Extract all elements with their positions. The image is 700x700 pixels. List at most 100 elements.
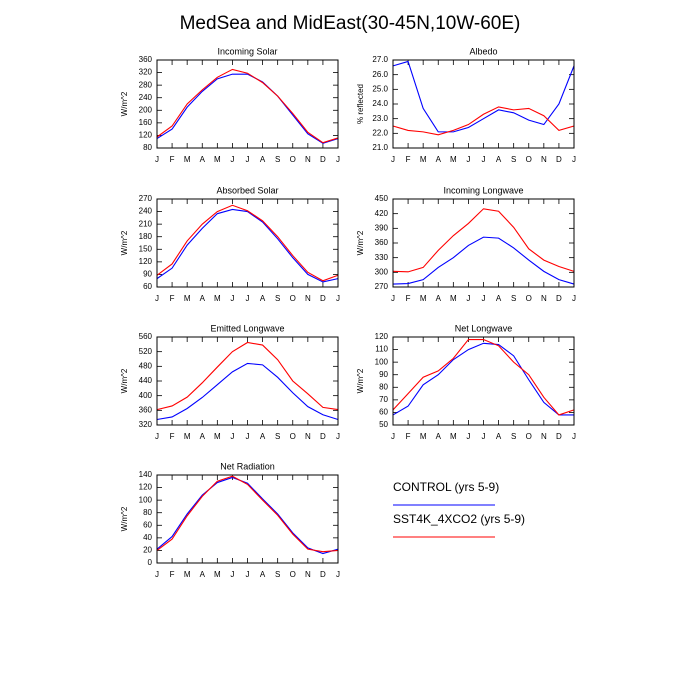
y-axis-label: % reflected (356, 84, 365, 124)
x-tick-label: J (482, 155, 486, 164)
x-tick-label: N (305, 432, 311, 441)
x-tick-label: J (230, 155, 234, 164)
x-tick-label: A (200, 432, 206, 441)
y-tick-label: 40 (143, 533, 152, 542)
x-tick-label: J (482, 294, 486, 303)
y-tick-label: 90 (379, 370, 388, 379)
x-tick-label: A (260, 155, 266, 164)
panel-title: Incoming Longwave (443, 185, 523, 195)
x-tick-label: J (391, 294, 395, 303)
x-tick-label: A (200, 155, 206, 164)
x-tick-label: M (420, 294, 427, 303)
x-tick-label: S (275, 432, 280, 441)
series-line (392, 236, 575, 285)
y-tick-label: 100 (375, 357, 389, 366)
x-tick-label: D (320, 294, 326, 303)
x-tick-label: J (391, 155, 395, 164)
x-tick-label: D (320, 155, 326, 164)
x-tick-label: M (214, 155, 221, 164)
plot-frame (392, 336, 575, 426)
y-tick-label: 120 (139, 131, 153, 140)
x-tick-label: A (260, 570, 266, 579)
x-tick-label: O (290, 570, 296, 579)
y-tick-label: 280 (139, 80, 153, 89)
x-tick-label: M (420, 432, 427, 441)
x-tick-label: J (482, 432, 486, 441)
plot-frame (156, 474, 339, 564)
legend-label: CONTROL (yrs 5-9) (393, 480, 499, 494)
x-tick-label: O (290, 294, 296, 303)
x-tick-label: J (246, 432, 250, 441)
y-tick-label: 390 (375, 223, 389, 232)
x-tick-label: O (290, 155, 296, 164)
x-tick-label: O (526, 155, 532, 164)
x-tick-label: N (541, 432, 547, 441)
y-tick-label: 100 (139, 495, 153, 504)
x-tick-label: S (511, 155, 516, 164)
series-line (156, 208, 339, 283)
x-tick-label: J (466, 155, 470, 164)
series-line (156, 476, 339, 555)
y-tick-label: 20 (143, 546, 152, 555)
x-tick-label: J (230, 432, 234, 441)
y-tick-label: 270 (139, 194, 153, 203)
x-tick-label: A (200, 570, 206, 579)
x-tick-label: D (556, 155, 562, 164)
x-tick-label: J (246, 294, 250, 303)
panel-title: Incoming Solar (217, 46, 277, 56)
x-tick-label: A (436, 294, 442, 303)
x-tick-label: J (336, 155, 340, 164)
series-line (392, 342, 574, 416)
x-tick-label: S (511, 432, 516, 441)
y-tick-label: 90 (143, 270, 152, 279)
x-tick-label: J (391, 432, 395, 441)
y-tick-label: 80 (143, 508, 152, 517)
x-tick-label: J (155, 155, 159, 164)
y-tick-label: 150 (139, 244, 153, 253)
y-tick-label: 270 (375, 282, 389, 291)
x-tick-label: M (420, 155, 427, 164)
y-tick-label: 330 (375, 253, 389, 262)
x-tick-label: M (214, 432, 221, 441)
x-tick-label: J (230, 294, 234, 303)
x-tick-label: J (336, 294, 340, 303)
y-tick-label: 120 (139, 483, 153, 492)
y-tick-label: 210 (139, 219, 153, 228)
y-axis-label: W/m^2 (356, 368, 365, 393)
x-tick-label: J (572, 432, 576, 441)
x-tick-label: J (572, 294, 576, 303)
x-tick-label: N (305, 294, 311, 303)
y-tick-label: 60 (379, 408, 388, 417)
x-tick-label: A (496, 432, 502, 441)
series-line (156, 341, 339, 411)
x-tick-label: N (541, 155, 547, 164)
y-axis-label: W/m^2 (120, 506, 129, 531)
y-tick-label: 300 (375, 267, 389, 276)
y-tick-label: 560 (139, 332, 153, 341)
series-line (156, 68, 339, 144)
x-tick-label: J (230, 570, 234, 579)
y-tick-label: 180 (139, 232, 153, 241)
plot-frame (156, 198, 339, 288)
plot-frame (156, 59, 339, 149)
x-tick-label: S (275, 570, 280, 579)
x-tick-label: O (526, 432, 532, 441)
x-tick-label: F (170, 570, 175, 579)
y-tick-label: 26.0 (372, 70, 388, 79)
x-tick-label: D (556, 294, 562, 303)
x-tick-label: F (170, 432, 175, 441)
x-tick-label: M (184, 294, 191, 303)
x-tick-label: J (466, 432, 470, 441)
x-tick-label: M (450, 294, 457, 303)
series-line (156, 475, 339, 553)
y-axis-label: W/m^2 (120, 230, 129, 255)
y-tick-label: 420 (375, 209, 389, 218)
y-tick-label: 240 (139, 93, 153, 102)
x-tick-label: O (526, 294, 532, 303)
x-tick-label: S (275, 155, 280, 164)
plot-frame (392, 59, 575, 149)
y-tick-label: 25.0 (372, 84, 388, 93)
x-tick-label: D (320, 432, 326, 441)
x-tick-label: A (260, 432, 266, 441)
y-tick-label: 120 (139, 257, 153, 266)
